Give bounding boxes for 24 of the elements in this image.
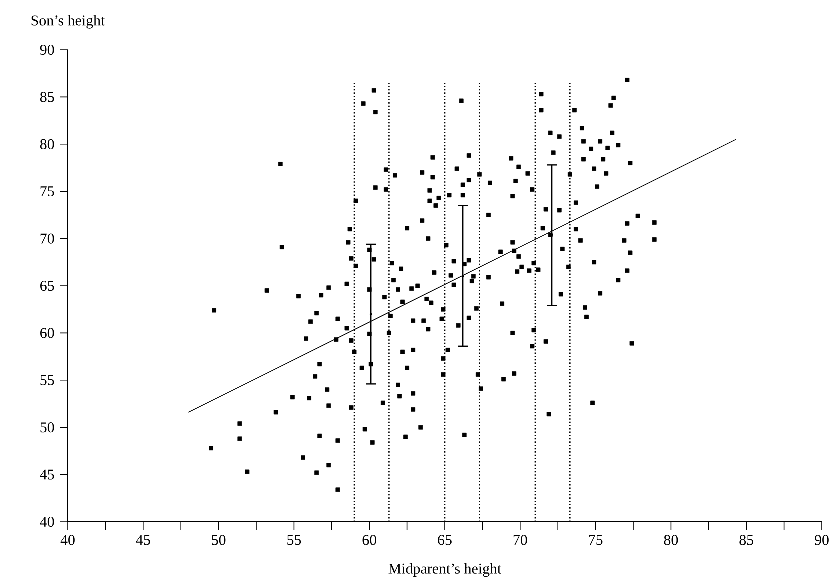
x-tick-label: 80 <box>664 535 678 546</box>
y-tick-label: 55 <box>40 375 54 386</box>
y-tick-label: 85 <box>40 92 54 102</box>
y-tick-label: 60 <box>40 328 54 338</box>
x-tick-label: 65 <box>438 535 452 546</box>
x-tick-label: 90 <box>815 535 829 546</box>
y-axis-title: Son’s height <box>32 15 106 29</box>
y-tick-label: 45 <box>40 470 54 480</box>
x-tick-label: 55 <box>288 535 302 546</box>
x-tick-label: 40 <box>60 535 75 546</box>
y-tick-label: 50 <box>40 422 54 433</box>
y-tick-label: 90 <box>40 44 54 56</box>
y-tick-label: 70 <box>40 234 54 244</box>
y-tick-label: 75 <box>40 186 54 197</box>
x-tick-label: 75 <box>589 535 603 546</box>
y-tick-label: 65 <box>40 280 54 292</box>
x-tick-label: 45 <box>136 535 150 546</box>
x-tick-label: 60 <box>362 535 377 546</box>
x-axis-title: Midparent’s height <box>388 563 502 578</box>
y-tick-label: 40 <box>40 516 54 528</box>
x-tick-label: 85 <box>740 535 754 546</box>
y-tick-label: 80 <box>40 139 54 150</box>
x-tick-label: 70 <box>514 535 528 546</box>
x-tick-label: 50 <box>212 535 226 546</box>
